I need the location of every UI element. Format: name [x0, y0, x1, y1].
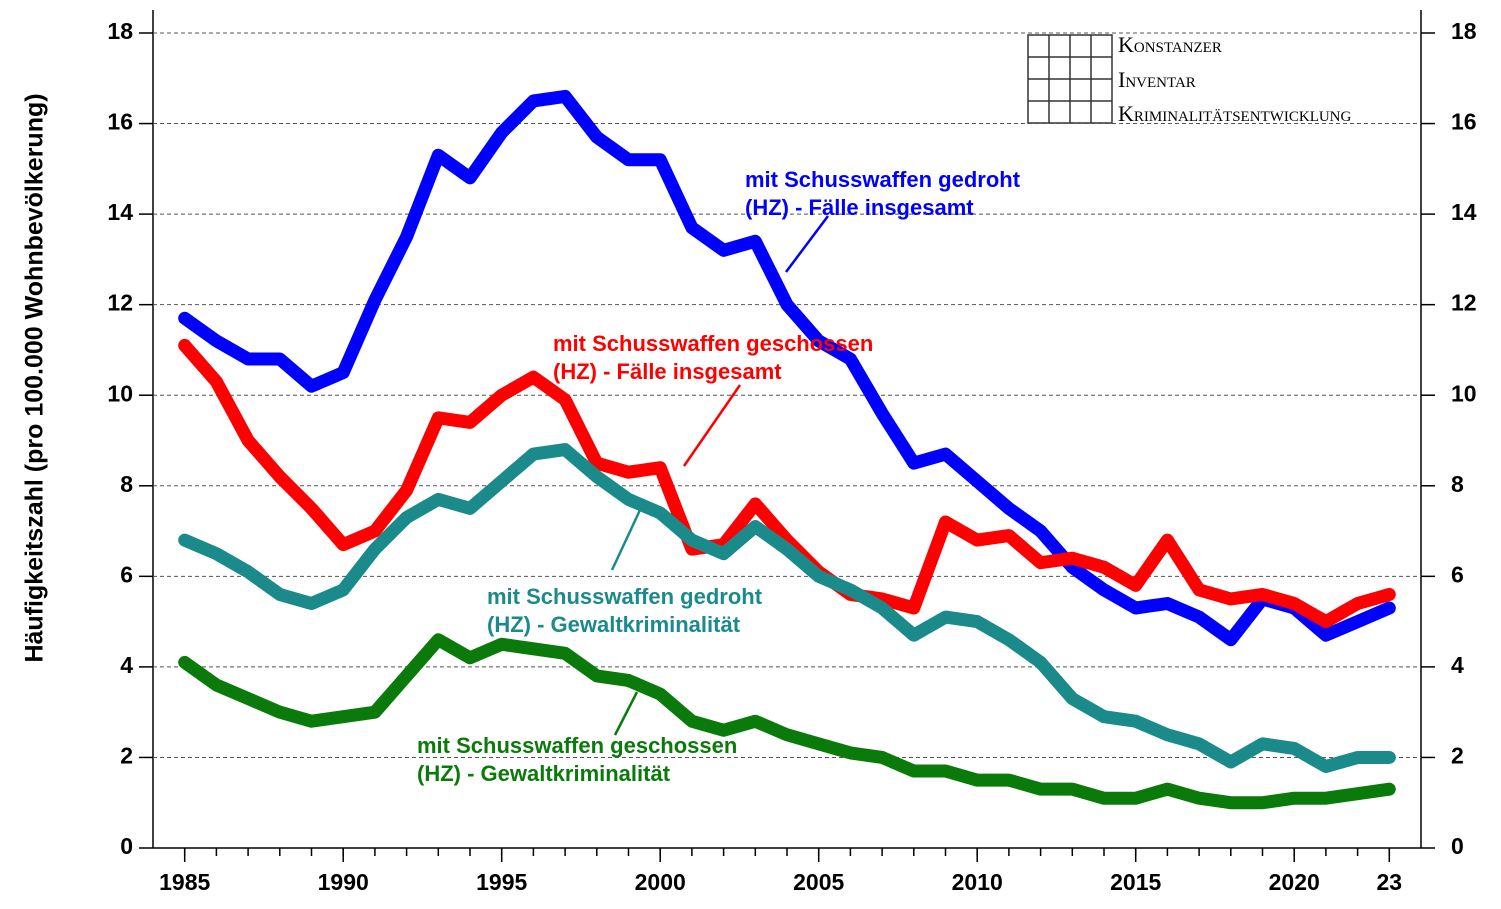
annotation: mit Schusswaffen gedroht: [745, 167, 1021, 192]
y2-tick-label: 2: [1451, 743, 1464, 769]
annotation-leader: [610, 509, 642, 571]
y2-tick-label: 4: [1451, 652, 1464, 678]
y2-tick-label: 0: [1451, 833, 1464, 859]
data-line: [178, 633, 1396, 810]
x-tick-label: 1995: [476, 869, 527, 895]
data-line: [178, 338, 1396, 629]
y2-tick-label: 8: [1451, 471, 1464, 497]
y2-tick-label: 18: [1451, 18, 1477, 44]
x-tick-label: 1990: [318, 869, 369, 895]
y-axis-label: Häufigkeitszahl (pro 100.000 Wohnbevölke…: [21, 93, 49, 662]
y-tick-label: 10: [107, 380, 133, 406]
y-tick-label: 16: [107, 109, 133, 135]
y2-tick-label: 12: [1451, 290, 1477, 316]
y-tick-label: 8: [120, 471, 133, 497]
logo-text: Konstanzer: [1118, 32, 1222, 57]
y-tick-label: 4: [120, 652, 133, 678]
data-line: [178, 89, 1396, 647]
x-tick-label: 2020: [1269, 869, 1320, 895]
annotation-leader: [682, 384, 742, 467]
y-tick-label: 0: [120, 833, 133, 859]
logo-text: Kriminalitätsentwicklung: [1118, 101, 1352, 126]
annotation: (HZ) - Fälle insgesamt: [745, 195, 974, 220]
annotation: (HZ) - Fälle insgesamt: [553, 359, 782, 384]
data-line: [178, 443, 1396, 773]
y-tick-label: 12: [107, 290, 133, 316]
y2-tick-label: 14: [1451, 199, 1477, 225]
annotation: mit Schusswaffen geschossen: [553, 331, 873, 356]
annotation: mit Schusswaffen geschossen: [417, 733, 737, 758]
logo-text: Inventar: [1118, 67, 1196, 92]
y2-tick-label: 16: [1451, 109, 1477, 135]
y-tick-label: 6: [120, 561, 133, 587]
x-tick-label: 2010: [952, 869, 1003, 895]
y-tick-label: 18: [107, 18, 133, 44]
annotation-leader: [785, 215, 829, 273]
x-tick-label: 2000: [635, 869, 686, 895]
x-tick-label: 2005: [793, 869, 844, 895]
annotation: (HZ) - Gewaltkriminalität: [487, 612, 741, 637]
y-tick-label: 14: [107, 199, 133, 225]
annotation-leader: [613, 691, 639, 736]
x-tick-label: 1985: [159, 869, 210, 895]
y-tick-label: 2: [120, 743, 133, 769]
x-tick-label: 2015: [1110, 869, 1161, 895]
logo-icon: [1027, 34, 1113, 124]
x-tick-label: 23: [1377, 869, 1403, 895]
annotation: mit Schusswaffen gedroht: [487, 584, 763, 609]
y2-tick-label: 10: [1451, 380, 1477, 406]
annotation: (HZ) - Gewaltkriminalität: [417, 761, 671, 786]
y2-tick-label: 6: [1451, 561, 1464, 587]
